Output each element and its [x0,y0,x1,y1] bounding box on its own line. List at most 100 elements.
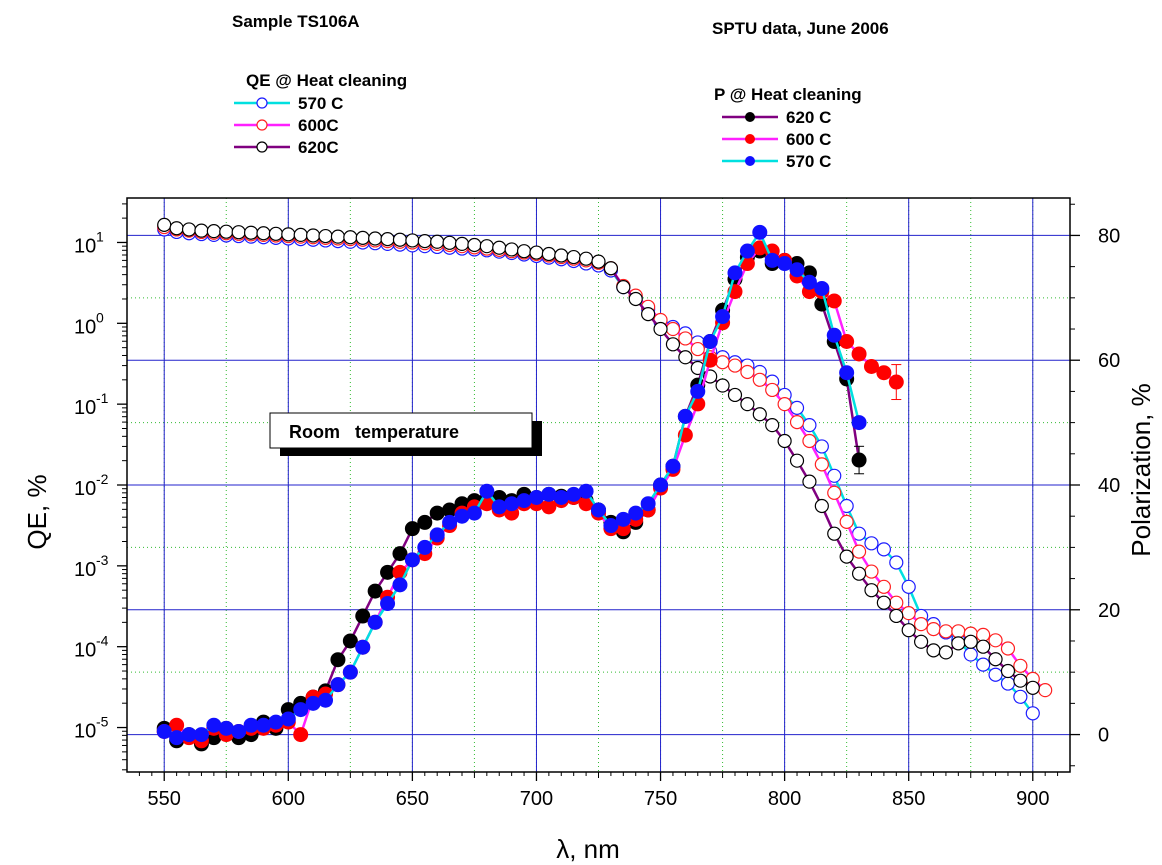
data-point [826,327,842,343]
data-point [566,486,582,502]
y-left-tick-label: 10 [74,721,96,743]
data-point [765,382,780,398]
data-point [479,239,494,254]
data-point [367,583,383,599]
data-point [839,365,855,381]
data-point [914,634,929,649]
y-left-tick-exponent: -1 [96,390,109,406]
data-point [293,227,308,243]
y-left-tick-exponent: -2 [96,471,109,487]
data-point [541,246,556,262]
data-point [976,639,991,654]
data-point [851,544,867,559]
series-layer [156,217,1053,752]
data-point [231,225,246,240]
room-temperature-annotation: Room temperature [269,412,542,456]
data-point [876,542,891,557]
data-point [1025,680,1040,695]
data-point [318,228,333,244]
data-point [417,539,433,555]
data-point [901,623,916,638]
data-point [628,505,644,521]
data-point [243,225,259,240]
data-point [268,226,283,241]
data-point [243,717,259,733]
data-point [318,692,334,708]
x-tick-label: 800 [768,788,801,810]
data-point [255,717,271,733]
y-left-tick-label: 10 [74,397,96,419]
data-point [430,234,445,249]
data-point [814,498,829,514]
y-right-tick-label: 20 [1098,600,1120,622]
data-point [901,579,916,594]
data-point [876,579,891,594]
data-point [342,664,358,680]
legend-marker [745,112,755,122]
data-point [801,274,817,290]
y-left-tick-exponent: 1 [96,228,104,244]
data-point [516,493,532,509]
data-point [864,564,879,579]
data-point [603,518,619,534]
data-point [169,221,184,236]
legend-marker [256,119,268,131]
data-point [839,514,854,529]
legend-label: 600C [298,116,339,135]
data-point [541,486,557,502]
x-tick-label: 900 [1016,788,1049,810]
y-left-tick-exponent: 0 [96,309,104,325]
data-point [789,262,805,278]
header-right: SPTU data, June 2006 [712,19,889,38]
data-point [839,549,854,564]
data-point [814,439,829,454]
data-point [1000,663,1016,679]
data-point [715,309,731,325]
data-point [976,657,991,672]
legend-title: P @ Heat cleaning [714,85,862,104]
data-point [752,240,768,256]
legend-label: 620C [298,138,339,157]
data-point [491,499,507,515]
data-point [677,408,693,424]
data-point [206,717,222,733]
y-left-tick-label: 10 [74,559,96,581]
data-point [578,496,594,512]
series-620c-qe [157,217,1040,695]
data-point [218,720,234,736]
data-point [355,230,370,245]
data-point [206,224,221,239]
data-point [591,502,606,518]
data-point [392,546,408,562]
data-point [901,606,916,621]
data-point [305,695,321,711]
data-point [789,414,805,430]
data-point [665,321,681,337]
data-point [392,577,408,593]
data-point [777,256,793,272]
data-point [914,617,929,632]
x-axis-label: λ, nm [556,834,620,864]
data-point [926,643,941,658]
data-point [963,647,978,662]
legend-marker [745,134,755,144]
data-point [429,505,445,521]
data-point [814,457,829,472]
data-point [765,418,780,433]
data-point [1013,658,1028,673]
data-point [368,231,383,246]
data-point [802,418,817,433]
data-point [343,230,358,245]
data-point [740,397,755,412]
legend-title: QE @ Heat cleaning [246,71,407,90]
legend-label: 600 C [786,130,831,149]
data-point [293,702,309,718]
data-point [777,433,792,449]
x-tick-label: 550 [148,788,181,810]
data-point [653,321,668,337]
data-point [169,717,185,733]
data-point [330,652,346,668]
data-point [417,514,433,530]
data-point [826,293,842,309]
